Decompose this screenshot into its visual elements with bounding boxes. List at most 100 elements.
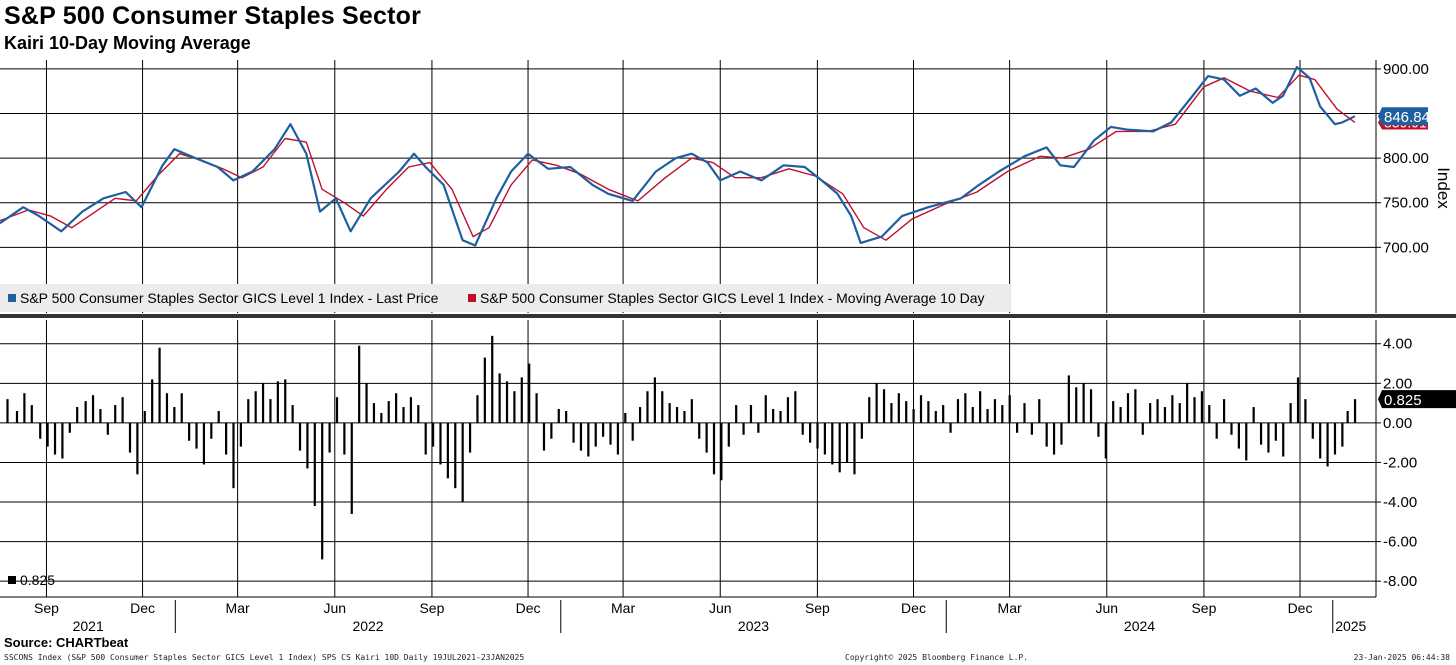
kairi-bar xyxy=(875,383,878,423)
kairi-bar xyxy=(912,409,915,423)
kairi-bar xyxy=(1052,422,1056,455)
kairi-bar xyxy=(261,383,265,423)
kairi-bar xyxy=(653,377,656,423)
kairi-bar xyxy=(15,411,19,423)
kairi-bar xyxy=(949,422,952,433)
kairi-bar xyxy=(276,381,279,423)
kairi-bar xyxy=(1141,422,1144,435)
kairi-bar xyxy=(631,422,634,441)
kairi-bar xyxy=(284,379,287,423)
y-axis-title: Index xyxy=(1434,167,1453,209)
kairi-bar xyxy=(409,397,413,423)
bottom-ytick-label: 2.00 xyxy=(1383,375,1412,392)
kairi-bar xyxy=(1282,422,1285,457)
kairi-bar xyxy=(491,335,494,423)
kairi-bar xyxy=(661,391,664,423)
x-tick-month-label: Jun xyxy=(1095,600,1118,616)
kairi-last-label: 0.825 xyxy=(1384,392,1422,409)
kairi-bar xyxy=(454,422,457,489)
kairi-bar xyxy=(727,422,730,447)
kairi-bar xyxy=(498,373,501,423)
kairi-bar xyxy=(1045,422,1048,447)
kairi-bar xyxy=(542,422,546,451)
kairi-bar xyxy=(114,405,117,423)
kairi-bar xyxy=(749,405,753,423)
kairi-bar xyxy=(979,391,982,423)
bottom-ytick-label: 0.00 xyxy=(1383,415,1412,432)
kairi-bar xyxy=(143,411,146,423)
kairi-bar xyxy=(993,399,997,423)
kairi-bar xyxy=(919,395,923,423)
kairi-bar xyxy=(1267,422,1270,453)
kairi-bar xyxy=(794,391,797,423)
kairi-bar xyxy=(68,422,71,433)
footer-copyright: Copyright© 2025 Bloomberg Finance L.P. xyxy=(845,653,1029,662)
kairi-bar xyxy=(439,422,442,465)
kairi-bar xyxy=(712,422,716,475)
x-axis: Sep Dec Mar Jun Sep Dec Mar Jun Sep Dec Mar Jun Sep D… xyxy=(0,596,1376,634)
kairi-bar xyxy=(934,411,937,423)
x-tick-month-label: Dec xyxy=(1288,600,1313,616)
kairi-bar xyxy=(838,422,841,473)
kairi-bar xyxy=(823,422,826,455)
x-tick-month-label: Dec xyxy=(130,600,155,616)
top-ytick-label: 800.00 xyxy=(1383,150,1429,167)
price-lines xyxy=(0,66,1356,247)
kairi-bar xyxy=(232,422,235,489)
kairi-bar xyxy=(372,403,376,423)
kairi-bar xyxy=(1089,389,1093,423)
kairi-bar xyxy=(1104,422,1107,459)
kairi-bar xyxy=(1237,422,1240,449)
kairi-bar xyxy=(1193,397,1196,423)
last-price-line xyxy=(0,66,1356,247)
kairi-bar xyxy=(942,405,945,423)
last-price-last-label-box xyxy=(1378,107,1428,126)
x-tick-year-label: 2021 xyxy=(73,618,104,634)
kairi-bar xyxy=(1126,393,1130,423)
kairi-bar xyxy=(786,397,790,423)
kairi-bar xyxy=(860,422,863,439)
legend-label-kairi: 0.825 xyxy=(20,572,55,588)
x-tick-month-label: Jun xyxy=(709,600,732,616)
kairi-bar xyxy=(468,422,472,453)
x-tick-month-label: Jun xyxy=(323,600,346,616)
kairi-bar xyxy=(764,395,767,423)
kairi-bar xyxy=(476,395,479,423)
kairi-bar xyxy=(505,381,509,423)
kairi-bar xyxy=(306,422,309,469)
kairi-bar xyxy=(801,422,804,435)
chart-title: S&P 500 Consumer Staples Sector xyxy=(4,2,422,30)
x-tick-year-label: 2024 xyxy=(1124,618,1155,634)
kairi-bar xyxy=(897,393,900,423)
kairi-bar xyxy=(291,405,294,423)
x-tick-year-label: 2025 xyxy=(1335,618,1366,634)
kairi-bar xyxy=(1016,422,1019,433)
kairi-bar xyxy=(720,422,723,481)
kairi-bar xyxy=(446,422,449,479)
kairi-bar xyxy=(602,422,605,437)
kairi-bar xyxy=(395,393,398,423)
kairi-bar xyxy=(358,345,361,423)
kairi-bar xyxy=(188,422,191,441)
kairi-bar xyxy=(609,422,612,445)
kairi-bar xyxy=(53,422,57,455)
kairi-bar xyxy=(513,391,516,423)
bottom-panel-grid xyxy=(0,320,1376,597)
footer-left: SSCONS Index (S&P 500 Consumer Staples S… xyxy=(4,653,525,662)
kairi-bar xyxy=(565,411,568,423)
kairi-bar xyxy=(594,422,597,447)
kairi-bar xyxy=(1030,422,1033,435)
kairi-bar xyxy=(882,389,886,423)
kairi-bar xyxy=(202,422,206,465)
kairi-bar xyxy=(431,422,435,447)
top-ytick-label: 900.00 xyxy=(1383,61,1429,78)
kairi-bar xyxy=(328,422,331,453)
kairi-bar xyxy=(1082,383,1085,423)
kairi-bar xyxy=(136,422,139,475)
kairi-bar xyxy=(121,397,124,423)
bottom-ytick-label: -6.00 xyxy=(1383,534,1417,551)
bottom-ytick-label: -8.00 xyxy=(1383,573,1417,590)
chart-subtitle: Kairi 10-Day Moving Average xyxy=(4,33,251,53)
kairi-bar xyxy=(343,422,346,455)
